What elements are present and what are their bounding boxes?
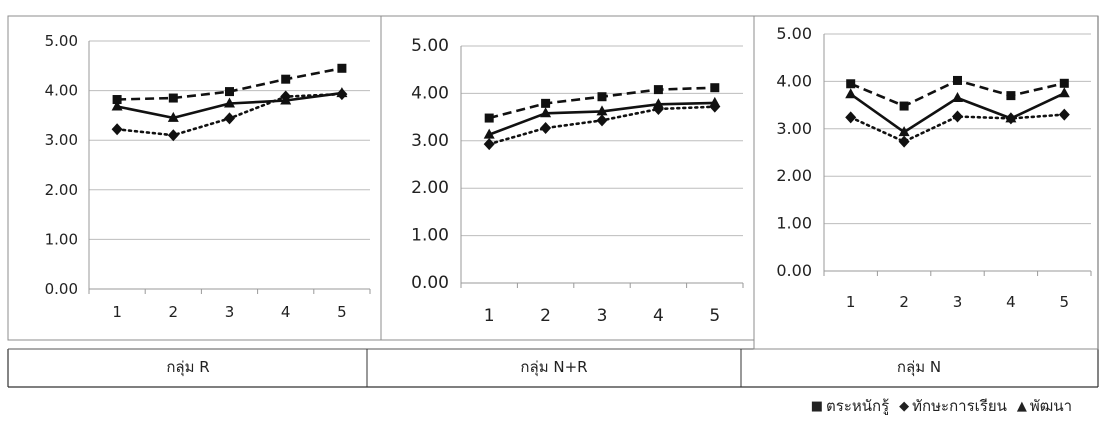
x-tick-label: 4 bbox=[1006, 293, 1016, 311]
point-diamond bbox=[898, 135, 910, 148]
chart-n: 0.00 1.00 2.00 3.00 4.00 5.00 1 2 3 4 5 bbox=[776, 24, 1092, 311]
y-tick-label: 1.00 bbox=[45, 230, 78, 248]
point-square bbox=[597, 92, 607, 102]
point-triangle bbox=[845, 88, 857, 99]
y-tick-label: 4.00 bbox=[45, 82, 78, 100]
y-tick-label: 1.00 bbox=[411, 226, 449, 246]
point-triangle bbox=[952, 91, 963, 102]
point-diamond bbox=[596, 114, 608, 127]
point-square bbox=[168, 93, 178, 103]
y-tick-label: 5.00 bbox=[45, 32, 78, 50]
point-square bbox=[899, 101, 909, 111]
point-triangle bbox=[167, 111, 179, 122]
point-triangle bbox=[111, 100, 123, 111]
point-square bbox=[846, 79, 856, 89]
frame bbox=[7, 15, 1099, 388]
point-diamond bbox=[224, 112, 235, 125]
point-triangle bbox=[336, 87, 348, 98]
point-triangle bbox=[1005, 112, 1017, 123]
square-marker-icon: ■ bbox=[810, 398, 824, 414]
y-tick-label: 4.00 bbox=[776, 71, 812, 90]
x-tick-label: 2 bbox=[540, 306, 551, 326]
x-tick-label: 4 bbox=[281, 303, 291, 321]
y-tick-label: 4.00 bbox=[411, 83, 449, 103]
point-square bbox=[112, 95, 122, 105]
point-square bbox=[710, 83, 720, 93]
point-triangle bbox=[540, 107, 552, 118]
x-tick-label: 1 bbox=[484, 306, 495, 326]
y-tick-label: 1.00 bbox=[776, 214, 812, 233]
legend-item-development: ▲ พัฒนา bbox=[1017, 394, 1072, 418]
point-square bbox=[337, 63, 347, 73]
point-triangle bbox=[1058, 87, 1070, 98]
x-tick-label: 2 bbox=[169, 303, 179, 321]
x-tick-label: 1 bbox=[112, 303, 122, 321]
x-tick-label: 3 bbox=[953, 293, 963, 311]
point-square bbox=[225, 87, 234, 97]
y-tick-label: 5.00 bbox=[776, 24, 812, 43]
point-square bbox=[281, 74, 291, 84]
y-tick-label: 3.00 bbox=[411, 131, 449, 151]
x-tick-label: 5 bbox=[1060, 293, 1070, 311]
series-line-diamond bbox=[849, 113, 1066, 143]
legend-label-awareness: ตระหนักรู้ bbox=[826, 397, 890, 415]
legend-label-learning-skills: ทักษะการเรียน bbox=[912, 397, 1007, 415]
x-tick-label: 3 bbox=[225, 303, 235, 321]
point-diamond bbox=[483, 138, 495, 151]
point-diamond bbox=[1058, 108, 1070, 121]
x-tick-label: 5 bbox=[337, 303, 347, 321]
group-label-r: กลุ่ม R bbox=[166, 358, 209, 377]
group-label-n-plus-r: กลุ่ม N+R bbox=[520, 358, 587, 377]
point-triangle bbox=[652, 98, 664, 109]
point-square bbox=[1059, 78, 1069, 88]
point-triangle bbox=[224, 97, 235, 108]
point-square bbox=[484, 113, 494, 123]
y-tick-label: 2.00 bbox=[411, 178, 449, 198]
chart-r: 0.00 1.00 2.00 3.00 4.00 5.00 1 2 3 4 5 bbox=[45, 32, 371, 321]
point-diamond bbox=[845, 111, 857, 124]
y-tick-label: 3.00 bbox=[45, 131, 78, 149]
chart-n-plus-r: 0.00 1.00 2.00 3.00 4.00 5.00 1 2 3 4 5 bbox=[411, 36, 744, 326]
legend-label-development: พัฒนา bbox=[1029, 397, 1072, 415]
y-tick-label: 3.00 bbox=[776, 119, 812, 138]
point-diamond bbox=[167, 129, 179, 142]
point-square bbox=[953, 75, 962, 85]
diamond-marker-icon: ◆ bbox=[899, 398, 910, 414]
y-tick-label: 2.00 bbox=[776, 166, 812, 185]
group-label-n: กลุ่ม N bbox=[897, 358, 941, 377]
point-diamond bbox=[111, 123, 123, 136]
point-triangle bbox=[483, 128, 495, 139]
legend-item-awareness: ■ ตระหนักรู้ bbox=[811, 394, 889, 418]
legend-item-learning-skills: ◆ ทักษะการเรียน bbox=[899, 394, 1007, 418]
point-square bbox=[1006, 91, 1016, 101]
y-tick-label: 5.00 bbox=[411, 36, 449, 56]
point-triangle bbox=[898, 126, 910, 137]
point-diamond bbox=[540, 122, 552, 135]
point-triangle bbox=[280, 94, 292, 105]
y-tick-label: 0.00 bbox=[776, 261, 812, 280]
point-triangle bbox=[596, 105, 608, 116]
y-tick-label: 0.00 bbox=[45, 280, 78, 298]
legend: ■ ตระหนักรู้ ◆ ทักษะการเรียน ▲ พัฒนา bbox=[811, 394, 1072, 418]
x-tick-label: 3 bbox=[597, 306, 608, 326]
point-diamond bbox=[952, 110, 963, 123]
point-triangle bbox=[709, 96, 721, 107]
y-tick-label: 0.00 bbox=[411, 273, 449, 293]
x-tick-label: 4 bbox=[653, 306, 664, 326]
x-tick-label: 5 bbox=[709, 306, 720, 326]
y-tick-label: 2.00 bbox=[45, 181, 78, 199]
point-square bbox=[541, 98, 551, 108]
x-tick-label: 1 bbox=[846, 293, 856, 311]
x-tick-label: 2 bbox=[899, 293, 909, 311]
triangle-marker-icon: ▲ bbox=[1016, 398, 1027, 414]
point-square bbox=[653, 85, 663, 95]
